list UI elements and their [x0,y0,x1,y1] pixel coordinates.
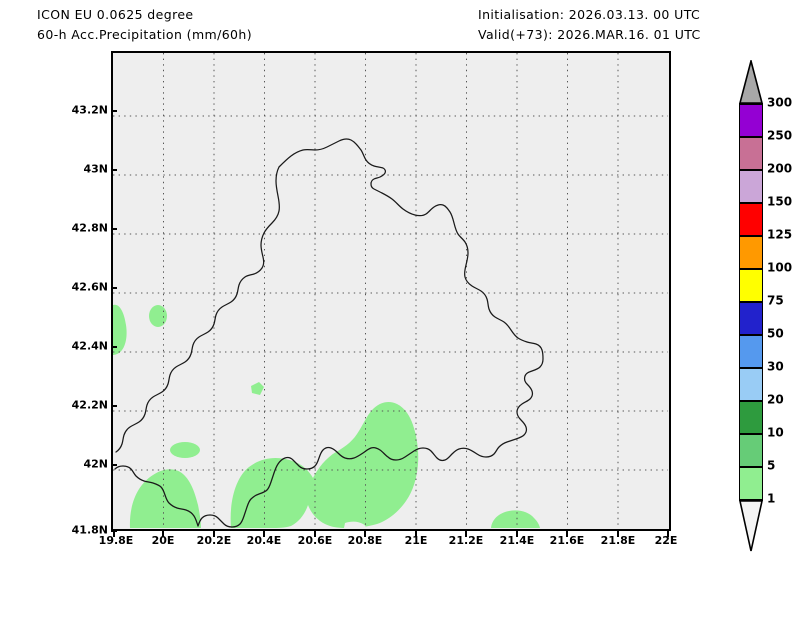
precip-region-isolated-cell [149,305,167,327]
xtick-label-20.6E: 20.6E [297,534,333,547]
colorbar-divider-300 [739,103,763,105]
ytick-label-42.6N: 42.6N [71,280,108,294]
colorbar-segment-100-125[interactable] [739,236,763,269]
ytick-label-42.4N: 42.4N [71,339,108,353]
xtick-label-19.8E: 19.8E [98,534,134,547]
ytick-mark-42N [111,464,117,466]
colorbar-label-20: 20 [767,392,784,407]
colorbar-under-arrow [739,500,763,552]
xtick-mark-21.2E [465,531,467,537]
xtick-label-20.4E: 20.4E [246,534,282,547]
colorbar-segment-50-75[interactable] [739,302,763,335]
colorbar-segment-1-5[interactable] [739,467,763,500]
precip-gap-notch [344,521,366,528]
colorbar-label-300: 300 [767,95,793,110]
ytick-mark-41.8N [111,530,117,532]
ytick-mark-43N [111,169,117,171]
xtick-label-21.8E: 21.8E [600,534,636,547]
xtick-mark-21.6E [566,531,568,537]
colorbar-label-30: 30 [767,359,784,374]
xtick-label-21.6E: 21.6E [549,534,585,547]
precipitation-layer [113,304,540,528]
ytick-label-42N: 42N [83,457,108,471]
colorbar-segment-10-20[interactable] [739,401,763,434]
colorbar-divider-1 [739,499,763,501]
colorbar-label-50: 50 [767,326,784,341]
colorbar-label-100: 100 [767,260,793,275]
xtick-mark-22E [667,531,669,537]
initialisation-time-label: Initialisation: 2026.03.13. 00 UTC [478,7,701,22]
colorbar-segment-250-300[interactable] [739,104,763,137]
precip-region-west-edge [113,304,127,355]
colorbar-label-150: 150 [767,194,793,209]
colorbar-label-10: 10 [767,425,784,440]
ytick-label-42.2N: 42.2N [71,398,108,412]
colorbar-segment-125-150[interactable] [739,203,763,236]
colorbar-divider-150 [739,202,763,204]
xtick-mark-21.8E [617,531,619,537]
colorbar-divider-125 [739,235,763,237]
precip-region-border-point [251,382,264,395]
model-resolution-label: ICON EU 0.0625 degree [37,7,194,22]
valid-time-label: Valid(+73): 2026.MAR.16. 01 UTC [478,27,701,42]
ytick-label-43.2N: 43.2N [71,103,108,117]
xtick-label-21.2E: 21.2E [448,534,484,547]
xtick-label-22E: 22E [654,534,678,547]
colorbar-divider-200 [739,169,763,171]
precipitation-colorbar[interactable]: 300 250 200 150 125 100 75 50 30 20 10 5… [739,60,792,552]
grid-lines [113,53,668,528]
precip-region-sw-small-oval [170,442,200,458]
colorbar-label-5: 5 [767,458,776,473]
xtick-label-21.4E: 21.4E [499,534,535,547]
xtick-mark-20.6E [314,531,316,537]
colorbar-divider-20 [739,400,763,402]
xtick-label-20.8E: 20.8E [347,534,383,547]
colorbar-divider-75 [739,301,763,303]
colorbar-segment-200-250[interactable] [739,137,763,170]
colorbar-over-arrow [739,60,763,104]
field-description-label: 60-h Acc.Precipitation (mm/60h) [37,27,253,42]
xtick-label-21E: 21E [404,534,428,547]
ytick-mark-42.4N [111,346,117,348]
xtick-label-20E: 20E [151,534,175,547]
xtick-mark-21.4E [516,531,518,537]
map-plot-area[interactable] [111,51,671,531]
colorbar-label-250: 250 [767,128,793,143]
ytick-mark-42.8N [111,228,117,230]
ytick-mark-43.2N [111,110,117,112]
colorbar-divider-100 [739,268,763,270]
xtick-mark-21E [415,531,417,537]
colorbar-divider-10 [739,433,763,435]
kosovo-border-outline [114,138,544,528]
xtick-mark-20.4E [263,531,265,537]
colorbar-segment-75-100[interactable] [739,269,763,302]
colorbar-segment-150-200[interactable] [739,170,763,203]
ytick-mark-42.2N [111,405,117,407]
colorbar-divider-5 [739,466,763,468]
colorbar-label-75: 75 [767,293,784,308]
colorbar-label-125: 125 [767,227,793,242]
colorbar-label-200: 200 [767,161,793,176]
xtick-mark-20E [162,531,164,537]
xtick-mark-20.8E [364,531,366,537]
colorbar-divider-50 [739,334,763,336]
ytick-label-42.8N: 42.8N [71,221,108,235]
colorbar-segment-30-50[interactable] [739,335,763,368]
ytick-mark-42.6N [111,287,117,289]
ytick-label-41.8N: 41.8N [71,523,108,537]
precip-region-sw-patch [129,469,201,528]
colorbar-segment-5-10[interactable] [739,434,763,467]
precip-region-south-central [230,401,419,528]
map-svg [113,53,668,528]
colorbar-divider-250 [739,136,763,138]
xtick-label-20.2E: 20.2E [196,534,232,547]
ytick-label-43N: 43N [83,162,108,176]
xtick-mark-20.2E [213,531,215,537]
colorbar-divider-30 [739,367,763,369]
precip-region-se-patch [491,510,540,528]
colorbar-label-1: 1 [767,491,776,506]
xtick-mark-19.8E [113,531,115,537]
colorbar-segment-20-30[interactable] [739,368,763,401]
map-canvas [113,53,669,529]
